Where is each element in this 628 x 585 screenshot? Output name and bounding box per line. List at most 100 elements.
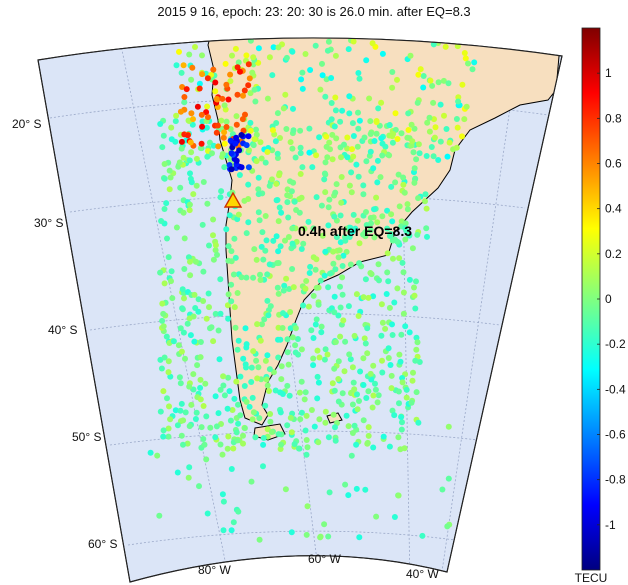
tec-point	[461, 50, 468, 56]
colorbar-tick-label: 0	[605, 292, 612, 306]
tec-point	[192, 258, 199, 265]
tec-point	[323, 76, 330, 83]
tec-point	[245, 219, 252, 226]
tec-point	[197, 376, 204, 383]
tec-point	[277, 243, 284, 250]
tec-point	[319, 72, 326, 79]
tec-point	[237, 412, 244, 419]
tec-point	[167, 373, 174, 380]
tec-point	[228, 527, 235, 534]
tec-point	[221, 164, 228, 171]
tec-point	[188, 401, 195, 408]
tec-point	[351, 386, 358, 393]
tec-point	[267, 303, 274, 310]
tec-point	[332, 94, 339, 101]
tec-point	[325, 434, 332, 441]
tec-point	[354, 391, 360, 398]
tec-point	[431, 134, 438, 141]
tec-point	[165, 369, 172, 376]
tec-point	[188, 76, 195, 83]
tec-point	[180, 441, 186, 448]
tec-point	[242, 111, 248, 118]
tec-point	[298, 246, 305, 252]
tec-point	[340, 252, 347, 259]
tec-point	[327, 270, 333, 277]
tec-point	[264, 297, 271, 304]
tec-point	[394, 285, 401, 292]
tec-point	[166, 167, 173, 174]
tec-point	[273, 233, 280, 240]
tec-point	[303, 531, 310, 538]
tec-point	[299, 69, 306, 76]
tec-point	[435, 157, 442, 163]
tec-point	[363, 395, 370, 401]
tec-point	[226, 388, 233, 395]
tec-point	[202, 380, 209, 387]
tec-point	[420, 73, 427, 79]
tec-point	[199, 123, 206, 130]
tec-point	[198, 140, 205, 147]
tec-point	[356, 240, 363, 247]
tec-point	[296, 389, 303, 396]
tec-point	[349, 146, 355, 153]
tec-point	[356, 398, 362, 404]
tec-point	[275, 290, 282, 297]
tec-point	[414, 99, 421, 106]
tec-point	[411, 284, 417, 291]
tec-point	[218, 117, 225, 124]
tec-point	[221, 392, 228, 399]
tec-point	[166, 340, 173, 346]
colorbar: 1 0.8 0.6 0.4 0.2 0 -0.2 -0.4 -0.6 -0.8 -1 TECU	[575, 27, 626, 585]
tec-point	[245, 82, 252, 89]
tec-point	[373, 513, 380, 520]
tec-point	[392, 110, 399, 117]
tec-point	[413, 389, 420, 396]
tec-point	[277, 446, 284, 452]
tec-point	[259, 321, 265, 328]
tec-point	[277, 135, 283, 141]
tec-point	[375, 392, 382, 399]
tec-point	[187, 139, 194, 146]
lon-label-60w: 60° W	[308, 552, 341, 566]
tec-point	[224, 405, 231, 412]
tec-point	[378, 135, 385, 142]
tec-point	[339, 263, 346, 269]
tec-point	[401, 189, 408, 196]
tec-point	[159, 317, 166, 324]
tec-point	[250, 54, 257, 61]
tec-point	[360, 294, 367, 301]
tec-point	[275, 354, 282, 361]
tec-point	[348, 189, 355, 196]
tec-point	[424, 119, 431, 126]
tec-point	[400, 310, 407, 317]
tec-point	[266, 261, 273, 268]
tec-point	[344, 154, 351, 161]
lat-label-50s: 50° S	[72, 430, 101, 444]
tec-point	[314, 347, 321, 354]
tec-point	[284, 199, 291, 206]
tec-point	[399, 375, 406, 381]
tec-point	[187, 258, 193, 265]
tec-point	[302, 427, 309, 434]
tec-point	[247, 127, 254, 134]
tec-point	[355, 313, 362, 319]
tec-point	[435, 79, 442, 86]
tec-point	[360, 182, 367, 189]
tec-point	[237, 373, 244, 380]
tec-point	[356, 75, 363, 82]
colorbar-unit: TECU	[575, 571, 608, 585]
tec-point	[236, 147, 243, 154]
tec-point	[313, 194, 320, 201]
tec-point	[187, 170, 193, 177]
tec-point	[186, 51, 193, 58]
tec-point	[316, 416, 323, 423]
tec-point	[220, 134, 227, 141]
tec-point	[386, 152, 393, 159]
tec-point	[329, 380, 336, 387]
tec-point	[170, 338, 177, 345]
tec-point	[225, 291, 232, 298]
tec-point	[439, 486, 446, 493]
tec-point	[409, 245, 416, 252]
tec-point	[230, 445, 237, 452]
tec-point	[270, 127, 276, 134]
